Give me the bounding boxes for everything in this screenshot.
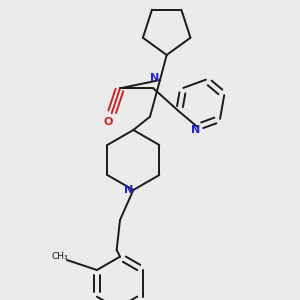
Text: N: N	[124, 185, 133, 195]
Text: O: O	[103, 117, 113, 127]
Text: N: N	[150, 73, 160, 83]
Text: N: N	[191, 125, 200, 135]
Text: CH₃: CH₃	[52, 252, 69, 261]
